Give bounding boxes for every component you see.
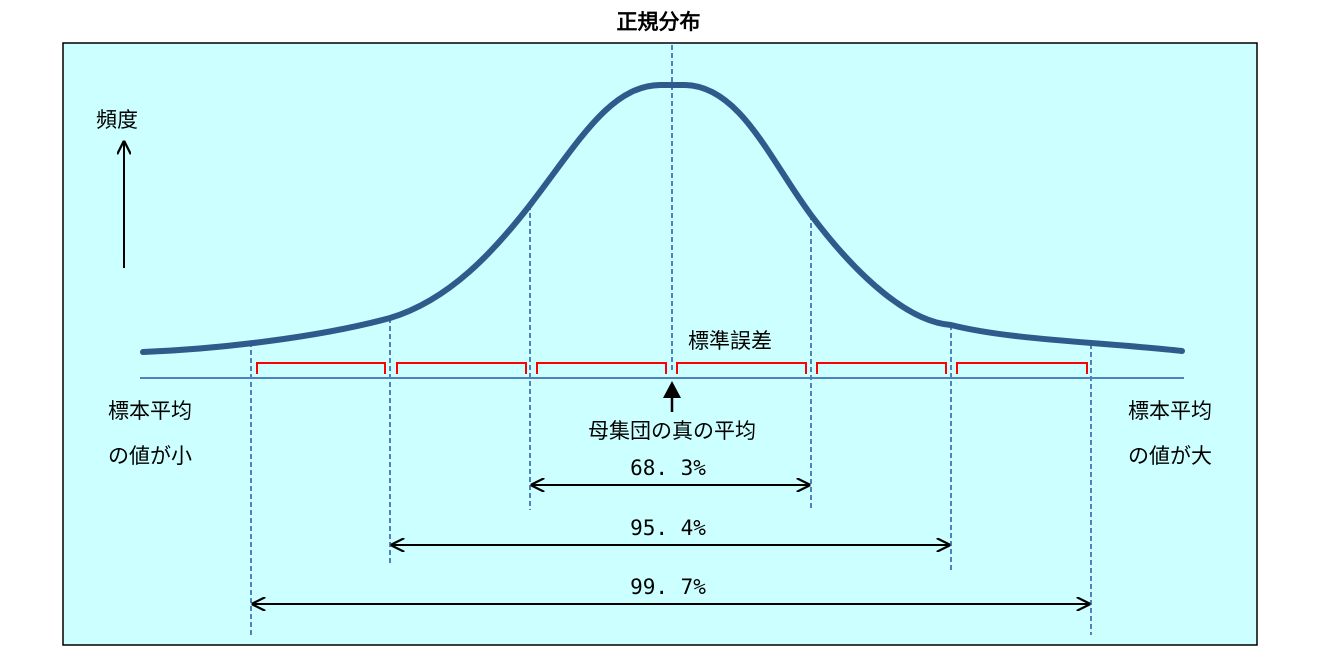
range-label-2sigma: 95. 4% [630,516,706,540]
left-label-line1: 標本平均 [108,399,192,423]
mean-pointer-arrowhead [663,381,681,398]
se-bracket-1 [256,362,386,374]
range-label-3sigma: 99. 7% [630,575,706,599]
population-mean-label: 母集団の真の平均 [588,419,756,443]
bell-curve [140,82,1185,355]
se-bracket-5 [816,362,947,374]
se-bracket-4 [676,362,807,374]
y-axis-label: 頻度 [96,108,138,132]
left-label-line2: の値が小 [108,444,192,468]
right-label-line1: 標本平均 [1128,399,1212,423]
right-label-line2: の値が大 [1128,444,1212,468]
se-bracket-6 [956,362,1088,374]
standard-error-label: 標準誤差 [688,329,772,353]
se-bracket-2 [396,362,527,374]
diagram-title: 正規分布 [616,10,701,34]
se-bracket-3 [536,362,667,374]
range-label-1sigma: 68. 3% [630,456,706,480]
